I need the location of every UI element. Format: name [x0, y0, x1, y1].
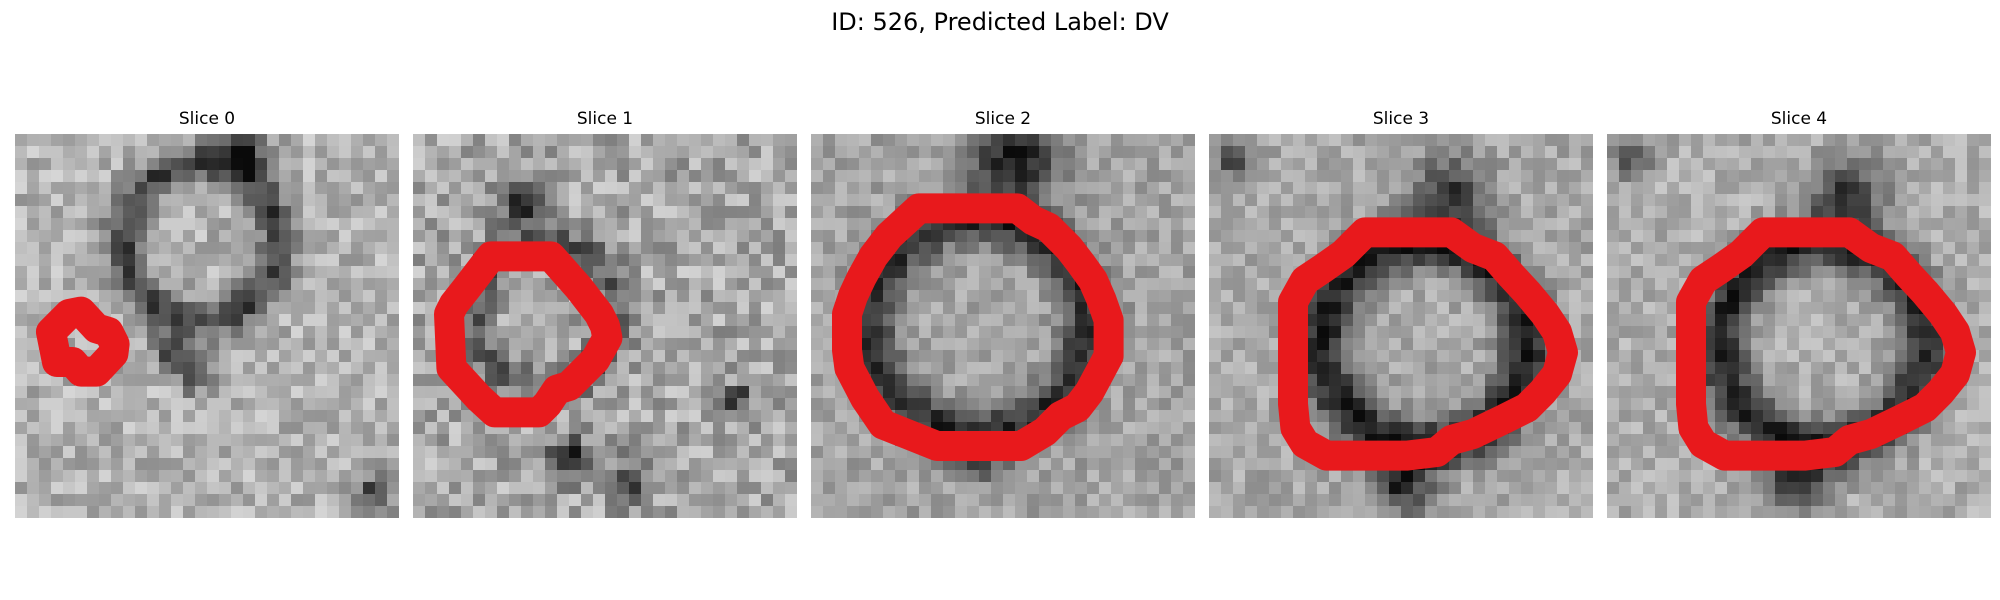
slice-title: Slice 3: [1209, 108, 1593, 130]
slice-image: [15, 134, 399, 518]
slice-title: Slice 1: [413, 108, 797, 130]
slice-image: [811, 134, 1195, 518]
slice-panel-1: Slice 1: [413, 108, 797, 518]
slice-panel-4: Slice 4: [1607, 108, 1991, 518]
slice-title: Slice 2: [811, 108, 1195, 130]
figure-title: ID: 526, Predicted Label: DV: [0, 6, 2000, 38]
slice-title: Slice 0: [15, 108, 399, 130]
slice-image: [1607, 134, 1991, 518]
slice-panel-2: Slice 2: [811, 108, 1195, 518]
slice-panel-3: Slice 3: [1209, 108, 1593, 518]
slice-image: [1209, 134, 1593, 518]
slice-image: [413, 134, 797, 518]
slice-panel-0: Slice 0: [15, 108, 399, 518]
slice-title: Slice 4: [1607, 108, 1991, 130]
